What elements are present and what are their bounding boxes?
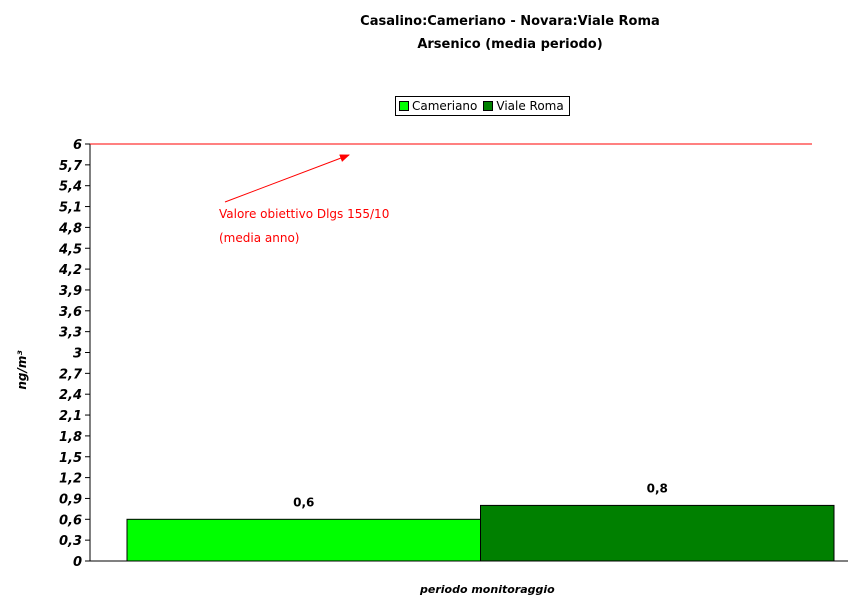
y-tick-label: 4,2	[58, 263, 82, 278]
chart-title: Casalino:Cameriano - Novara:Viale Roma	[360, 14, 660, 29]
y-tick-label: 3	[73, 347, 82, 362]
legend-label-cameriano: Cameriano	[412, 99, 478, 113]
legend-swatch-cameriano	[399, 101, 409, 111]
y-tick-label: 1,8	[59, 430, 82, 445]
y-tick-label: 3,9	[59, 284, 82, 299]
y-tick-label: 1,2	[59, 472, 82, 487]
y-tick-label: 2,1	[59, 409, 82, 424]
y-tick-label: 1,5	[59, 451, 82, 466]
x-axis-label: periodo monitoraggio	[420, 583, 555, 596]
y-tick-label: 2,4	[59, 388, 82, 403]
legend-swatch-viale-roma	[483, 101, 494, 111]
y-tick-label: 2,7	[59, 367, 83, 382]
annotation-arrow	[224, 154, 350, 203]
legend-item-viale-roma: Viale Roma	[483, 99, 564, 113]
y-tick-label: 5,4	[59, 180, 82, 195]
y-tick-label: 3,3	[59, 326, 82, 341]
y-tick-label: 0	[73, 555, 82, 570]
y-tick-label: 0,3	[59, 534, 82, 549]
legend: Cameriano Viale Roma	[395, 96, 570, 116]
legend-item-cameriano: Cameriano	[399, 99, 477, 113]
y-tick-label: 4,5	[58, 242, 82, 257]
bar-cameriano	[126, 518, 481, 562]
annotation-text-line1: Valore obiettivo Dlgs 155/10	[219, 207, 389, 221]
bar-viale-roma	[480, 504, 835, 562]
data-label-viale-roma: 0,8	[647, 481, 668, 495]
y-tick-label: 0,9	[59, 492, 82, 507]
y-tick-label: 4,8	[58, 221, 82, 236]
y-tick-label: 0,6	[59, 513, 82, 528]
y-tick-label: 3,6	[59, 305, 82, 320]
legend-label-viale-roma: Viale Roma	[496, 99, 564, 113]
data-label-cameriano: 0,6	[293, 495, 314, 509]
y-tick-label: 5,7	[59, 159, 83, 174]
chart-subtitle: Arsenico (media periodo)	[417, 37, 603, 52]
annotation-text-line2: (media anno)	[219, 231, 299, 245]
y-tick-label: 6	[73, 138, 82, 153]
y-tick-label: 5,1	[59, 201, 82, 216]
